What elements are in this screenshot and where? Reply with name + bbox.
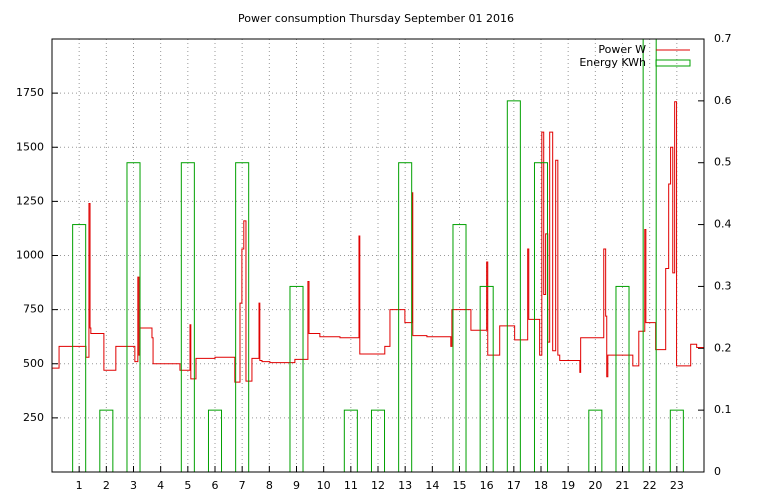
- y-tick-label: 1500: [16, 140, 44, 153]
- x-tick-label: 19: [561, 479, 575, 492]
- x-tick-label: 16: [480, 479, 494, 492]
- x-tick-label: 9: [293, 479, 300, 492]
- x-tick-label: 6: [212, 479, 219, 492]
- y-tick-label: 1000: [16, 249, 44, 262]
- y2-tick-label: 0: [714, 465, 721, 478]
- x-tick-label: 22: [643, 479, 657, 492]
- x-tick-label: 18: [534, 479, 548, 492]
- y-tick-label: 1750: [16, 86, 44, 99]
- legend-swatch: [655, 59, 691, 67]
- y-tick-label: 500: [23, 357, 44, 370]
- x-tick-label: 3: [130, 479, 137, 492]
- y2-tick-label: 0.4: [714, 218, 732, 231]
- y2-tick-label: 0.7: [714, 32, 732, 45]
- energy-bar: [506, 100, 521, 473]
- y2-tick-label: 0.1: [714, 403, 732, 416]
- x-tick-label: 7: [239, 479, 246, 492]
- y2-tick-label: 0.2: [714, 341, 732, 354]
- x-tick-label: 17: [507, 479, 521, 492]
- chart-title: Power consumption Thursday September 01 …: [238, 12, 514, 25]
- x-tick-label: 11: [344, 479, 358, 492]
- x-tick-label: 23: [670, 479, 684, 492]
- x-tick-label: 4: [157, 479, 164, 492]
- legend-label: Energy KWh: [579, 56, 646, 69]
- x-tick-label: 5: [184, 479, 191, 492]
- x-tick-label: 10: [317, 479, 331, 492]
- y2-tick-label: 0.3: [714, 279, 732, 292]
- plot-frame: [51, 38, 705, 473]
- energy-bar: [72, 224, 87, 473]
- y2-tick-label: 0.6: [714, 94, 732, 107]
- y-tick-label: 750: [23, 303, 44, 316]
- x-tick-label: 20: [588, 479, 602, 492]
- energy-bar: [533, 162, 549, 473]
- y-tick-label: 1250: [16, 194, 44, 207]
- x-tick-label: 21: [616, 479, 630, 492]
- power-line: [52, 101, 704, 383]
- x-tick-label: 1: [76, 479, 83, 492]
- x-tick-label: 14: [425, 479, 439, 492]
- x-tick-label: 13: [398, 479, 412, 492]
- energy-bar: [452, 224, 467, 473]
- y-tick-label: 250: [23, 411, 44, 424]
- x-tick-label: 8: [266, 479, 273, 492]
- x-tick-label: 12: [371, 479, 385, 492]
- energy-bar: [180, 162, 195, 473]
- x-tick-label: 15: [453, 479, 467, 492]
- x-tick-label: 2: [103, 479, 110, 492]
- energy-bar: [235, 162, 250, 473]
- y2-tick-label: 0.5: [714, 156, 732, 169]
- legend-label: Power W: [598, 43, 646, 56]
